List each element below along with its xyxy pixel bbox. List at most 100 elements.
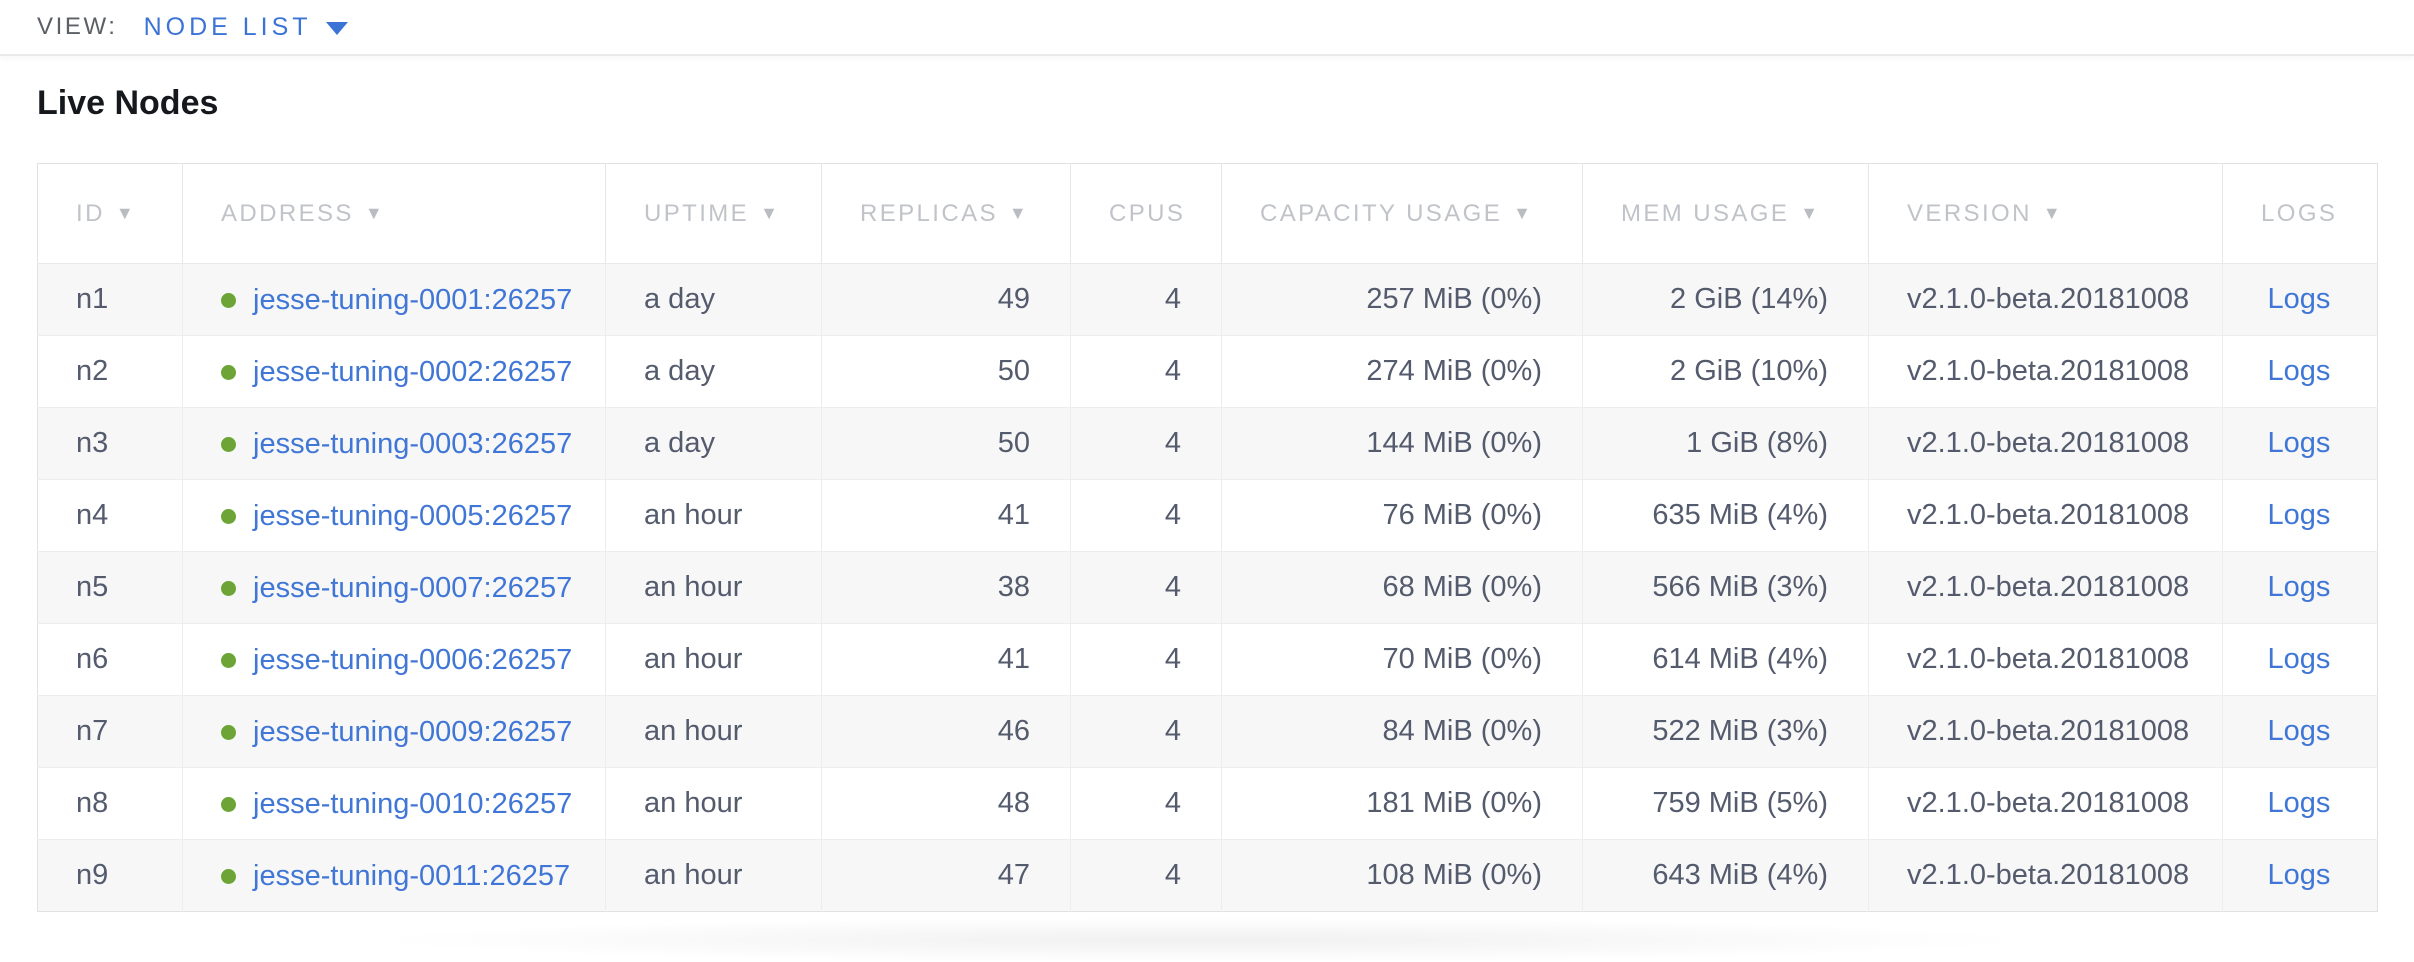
cell-capacity_usage: 84 MiB (0%) — [1221, 695, 1583, 768]
cell-logs: Logs — [2222, 407, 2378, 480]
cell-uptime: an hour — [605, 623, 822, 696]
live-status-dot-icon — [221, 796, 236, 812]
live-nodes-table-container: ID ▼ ADDRESS ▼ UPTIME ▼ REPLICAS ▼ CPUS CAPACITY … — [37, 163, 2382, 912]
cell-capacity_usage: 274 MiB (0%) — [1221, 335, 1583, 408]
cell-logs: Logs — [2222, 479, 2378, 552]
cell-replicas: 46 — [821, 695, 1071, 768]
cell-address: jesse-tuning-0009:26257 — [182, 695, 606, 768]
column-header-address[interactable]: ADDRESS ▼ — [182, 163, 606, 264]
cell-uptime: a day — [605, 263, 822, 336]
cell-logs: Logs — [2222, 623, 2378, 696]
table-row: n7 jesse-tuning-0009:26257 an hour 46 4 84 Mi… — [37, 695, 2378, 768]
column-header-replicas[interactable]: REPLICAS ▼ — [821, 163, 1071, 264]
cell-capacity_usage: 108 MiB (0%) — [1221, 839, 1583, 912]
column-header-mem_usage[interactable]: MEM USAGE ▼ — [1582, 163, 1869, 264]
node-logs-link[interactable]: Logs — [2267, 283, 2331, 315]
cell-logs: Logs — [2222, 335, 2378, 408]
node-address-link[interactable]: jesse-tuning-0006:26257 — [253, 643, 573, 676]
cell-capacity_usage: 144 MiB (0%) — [1221, 407, 1583, 480]
node-address-link[interactable]: jesse-tuning-0007:26257 — [253, 571, 573, 604]
column-header-id[interactable]: ID ▼ — [37, 163, 183, 264]
cell-cpus: 4 — [1070, 839, 1222, 912]
node-address-link[interactable]: jesse-tuning-0002:26257 — [253, 355, 573, 388]
table-row: n8 jesse-tuning-0010:26257 an hour 48 4 181 M… — [37, 767, 2378, 840]
column-header-uptime[interactable]: UPTIME ▼ — [605, 163, 822, 264]
cell-replicas: 48 — [821, 767, 1071, 840]
node-address-link[interactable]: jesse-tuning-0011:26257 — [253, 859, 571, 892]
cell-id: n6 — [37, 623, 183, 696]
cell-cpus: 4 — [1070, 695, 1222, 768]
live-status-dot-icon — [221, 364, 236, 380]
cell-address: jesse-tuning-0002:26257 — [182, 335, 606, 408]
cell-uptime: a day — [605, 335, 822, 408]
column-header-capacity_usage[interactable]: CAPACITY USAGE ▼ — [1221, 163, 1583, 264]
cell-mem_usage: 2 GiB (10%) — [1582, 335, 1869, 408]
sort-arrow-icon: ▼ — [2042, 202, 2064, 223]
cell-logs: Logs — [2222, 695, 2378, 768]
node-logs-link[interactable]: Logs — [2267, 427, 2331, 459]
cell-mem_usage: 614 MiB (4%) — [1582, 623, 1869, 696]
cell-version: v2.1.0-beta.20181008 — [1868, 263, 2223, 336]
cell-cpus: 4 — [1070, 479, 1222, 552]
node-logs-link[interactable]: Logs — [2267, 571, 2331, 603]
cell-capacity_usage: 181 MiB (0%) — [1221, 767, 1583, 840]
node-address-link[interactable]: jesse-tuning-0009:26257 — [253, 715, 573, 748]
cell-capacity_usage: 257 MiB (0%) — [1221, 263, 1583, 336]
cell-uptime: an hour — [605, 551, 822, 624]
cell-capacity_usage: 76 MiB (0%) — [1221, 479, 1583, 552]
sort-arrow-icon: ▼ — [1800, 202, 1821, 223]
node-address-link[interactable]: jesse-tuning-0003:26257 — [253, 427, 573, 460]
view-dropdown[interactable]: NODE LIST — [144, 13, 348, 42]
cell-cpus: 4 — [1070, 767, 1222, 840]
cell-replicas: 50 — [821, 407, 1071, 480]
live-status-dot-icon — [221, 436, 236, 452]
sort-arrow-icon: ▼ — [1008, 202, 1030, 223]
node-logs-link[interactable]: Logs — [2267, 859, 2331, 891]
cell-cpus: 4 — [1070, 623, 1222, 696]
cell-id: n4 — [37, 479, 183, 552]
node-logs-link[interactable]: Logs — [2267, 643, 2331, 675]
cell-replicas: 41 — [821, 479, 1071, 552]
cell-version: v2.1.0-beta.20181008 — [1868, 767, 2223, 840]
cell-capacity_usage: 68 MiB (0%) — [1221, 551, 1583, 624]
cell-address: jesse-tuning-0007:26257 — [182, 551, 606, 624]
table-row: n2 jesse-tuning-0002:26257 a day 50 4 274 MiB… — [37, 335, 2378, 408]
cell-mem_usage: 759 MiB (5%) — [1582, 767, 1869, 840]
column-header-version[interactable]: VERSION ▼ — [1868, 163, 2223, 264]
live-status-dot-icon — [221, 724, 236, 740]
column-header-cpus: CPUS — [1070, 163, 1222, 264]
column-header-label: VERSION — [1907, 199, 2032, 227]
node-logs-link[interactable]: Logs — [2267, 715, 2331, 747]
main-content: Live Nodes ID ▼ ADDRESS ▼ UPTIME ▼ REPLICAS ▼ CP… — [0, 83, 2414, 912]
cell-id: n5 — [37, 551, 183, 624]
node-address-link[interactable]: jesse-tuning-0001:26257 — [253, 283, 573, 316]
cell-version: v2.1.0-beta.20181008 — [1868, 479, 2223, 552]
cell-version: v2.1.0-beta.20181008 — [1868, 335, 2223, 408]
dropdown-arrow-icon — [325, 22, 348, 35]
column-header-label: ADDRESS — [221, 199, 354, 227]
live-status-dot-icon — [221, 868, 236, 884]
cell-uptime: a day — [605, 407, 822, 480]
cell-logs: Logs — [2222, 551, 2378, 624]
node-logs-link[interactable]: Logs — [2267, 499, 2331, 531]
cell-mem_usage: 566 MiB (3%) — [1582, 551, 1869, 624]
cell-replicas: 50 — [821, 335, 1071, 408]
node-address-link[interactable]: jesse-tuning-0005:26257 — [253, 499, 573, 532]
cell-uptime: an hour — [605, 479, 822, 552]
node-logs-link[interactable]: Logs — [2267, 787, 2331, 819]
column-header-label: CAPACITY USAGE — [1260, 199, 1503, 227]
node-address-link[interactable]: jesse-tuning-0010:26257 — [253, 787, 573, 820]
cell-address: jesse-tuning-0011:26257 — [182, 839, 606, 912]
cell-logs: Logs — [2222, 263, 2378, 336]
view-dropdown-value: NODE LIST — [143, 12, 312, 41]
cell-capacity_usage: 70 MiB (0%) — [1221, 623, 1583, 696]
view-selector-bar: VIEW: NODE LIST — [0, 0, 2414, 56]
cell-cpus: 4 — [1070, 407, 1222, 480]
node-logs-link[interactable]: Logs — [2267, 355, 2331, 387]
cell-version: v2.1.0-beta.20181008 — [1868, 407, 2223, 480]
cell-logs: Logs — [2222, 839, 2378, 912]
cell-address: jesse-tuning-0010:26257 — [182, 767, 606, 840]
cell-replicas: 47 — [821, 839, 1071, 912]
cell-version: v2.1.0-beta.20181008 — [1868, 623, 2223, 696]
